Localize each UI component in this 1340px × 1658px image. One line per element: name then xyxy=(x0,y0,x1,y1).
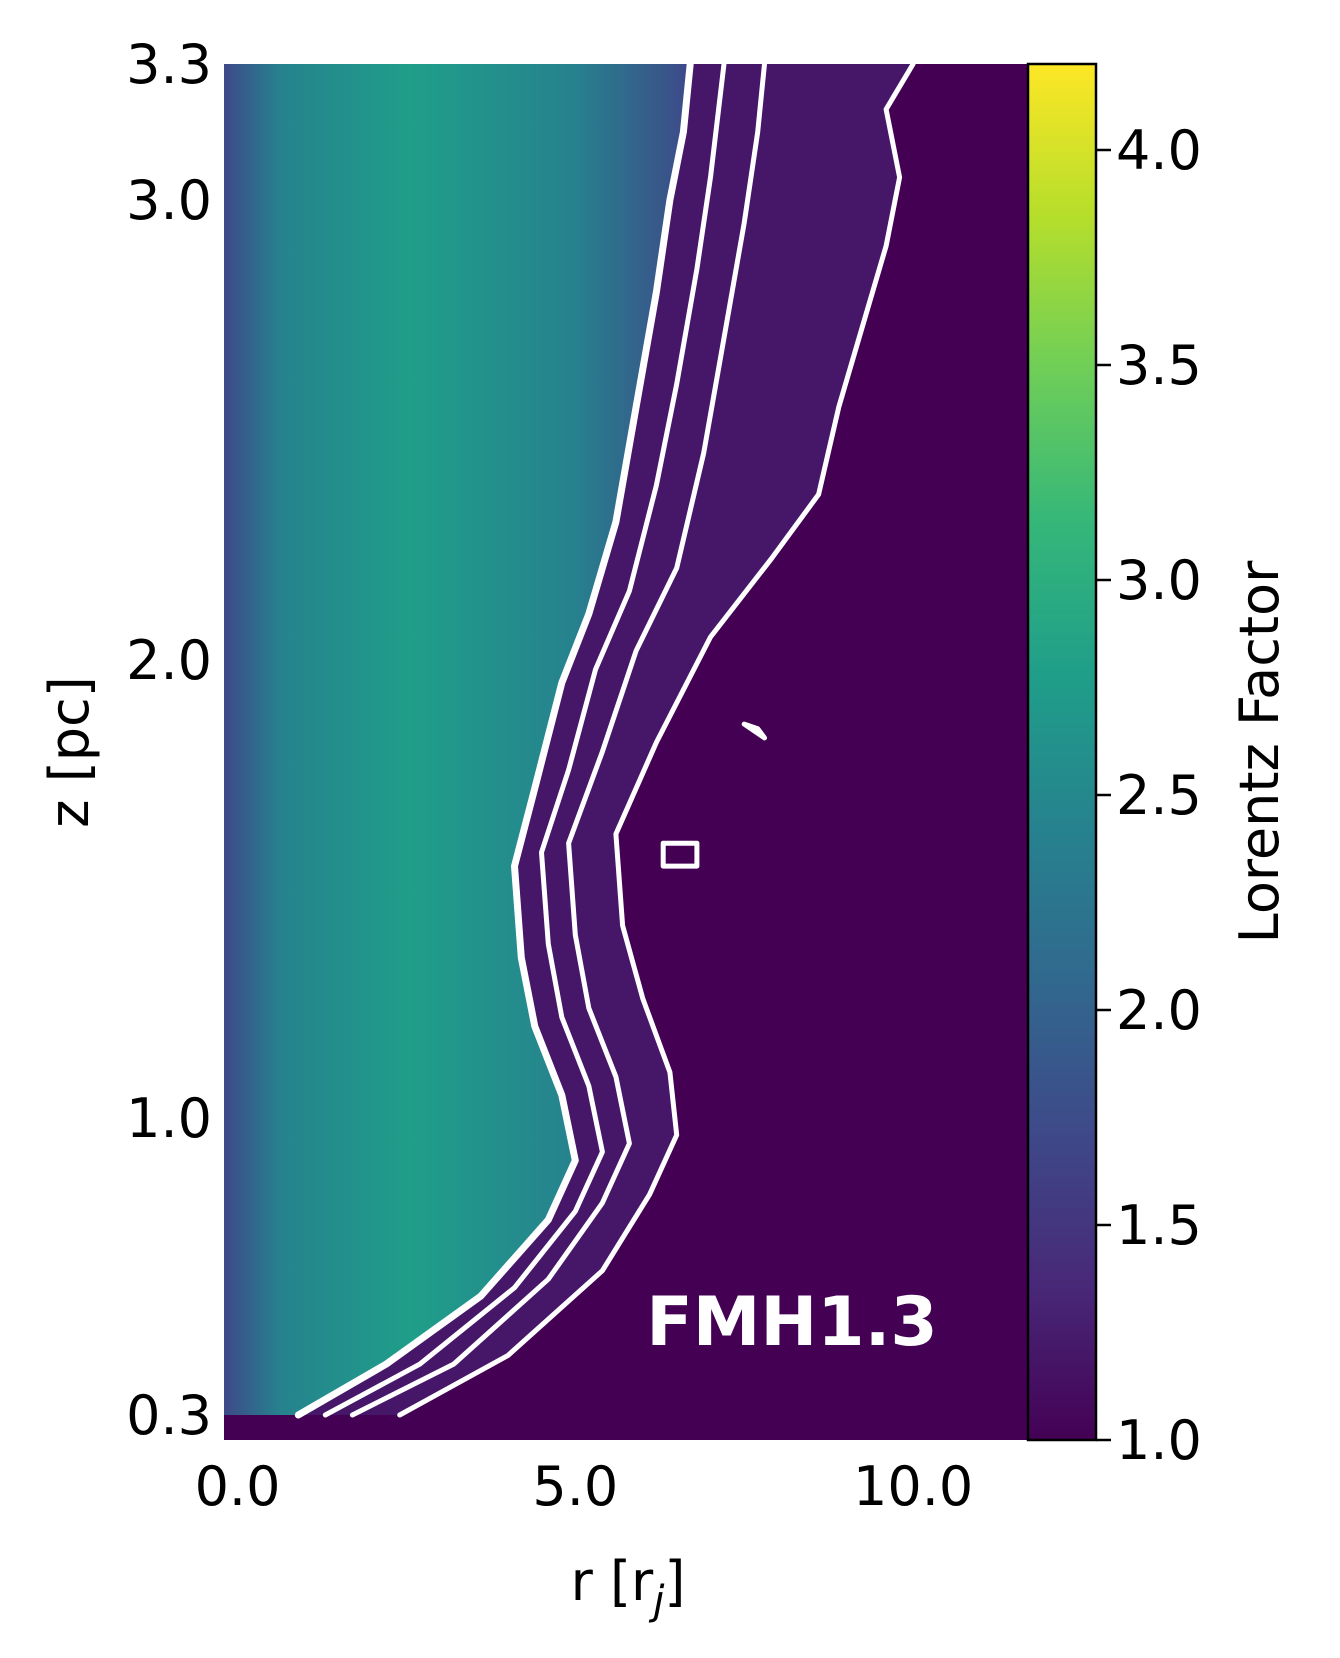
contour-line xyxy=(660,840,700,869)
y-tick-label: 0.3 xyxy=(126,1384,212,1447)
x-axis-label-close: ] xyxy=(664,1550,685,1613)
colorbar-tick-label: 1.0 xyxy=(1116,1409,1202,1472)
x-axis: 0.0 5.0 10.0 xyxy=(195,1455,974,1518)
y-tick-label: 1.0 xyxy=(126,1087,212,1150)
y-tick-label: 2.0 xyxy=(126,629,212,692)
y-axis-label: z [pc] xyxy=(38,676,101,828)
colorbar-gradient xyxy=(1026,62,1098,1442)
x-tick-label: 0.0 xyxy=(195,1455,281,1518)
colorbar-tick-label: 3.5 xyxy=(1116,334,1202,397)
colorbar-tick-label: 2.0 xyxy=(1116,979,1202,1042)
colorbar: 1.0 1.5 2.0 2.5 3.0 3.5 4.0 xyxy=(1026,62,1202,1472)
contour-lines xyxy=(294,64,916,1419)
x-tick-label: 5.0 xyxy=(532,1455,618,1518)
x-axis-label: r [rj] xyxy=(571,1550,686,1624)
colorbar-tick-label: 2.5 xyxy=(1116,764,1202,827)
run-label-annotation: FMH1.3 xyxy=(646,1283,938,1362)
contour-line xyxy=(741,721,767,741)
y-axis: 0.3 1.0 2.0 3.0 3.3 xyxy=(126,33,212,1447)
x-axis-label-subscript: j xyxy=(648,1578,665,1624)
y-tick-label: 3.0 xyxy=(126,169,212,232)
heatmap-plot-area: FMH1.3 xyxy=(224,64,1028,1440)
colorbar-tick-label: 3.0 xyxy=(1116,549,1202,612)
y-tick-label: 3.3 xyxy=(126,33,212,96)
colorbar-tick-label: 1.5 xyxy=(1116,1194,1202,1257)
contour-line xyxy=(397,64,916,1418)
jet-region xyxy=(224,64,691,1415)
contour-line xyxy=(349,64,767,1418)
colorbar-tick-label: 4.0 xyxy=(1116,119,1202,182)
x-tick-label: 10.0 xyxy=(853,1455,973,1518)
colorbar-label: Lorentz Factor xyxy=(1228,560,1291,943)
colorbar-ticks: 1.0 1.5 2.0 2.5 3.0 3.5 4.0 xyxy=(1096,119,1202,1472)
contour-line xyxy=(322,64,727,1418)
contour-line xyxy=(294,64,694,1419)
x-axis-label-main: r [r xyxy=(571,1550,654,1613)
